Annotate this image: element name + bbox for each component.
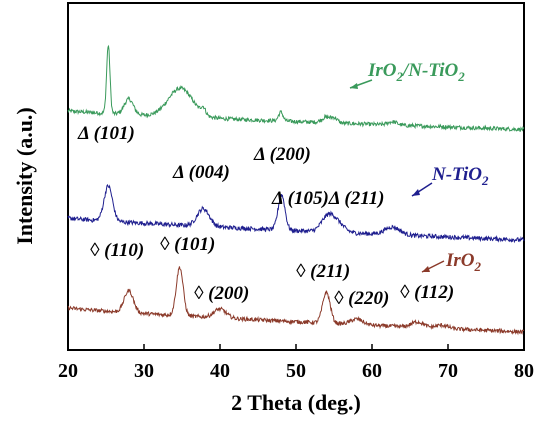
series-line-iro2-n-tio2 (67, 44, 525, 132)
label-iro2-sub: 2 (474, 259, 482, 274)
annotation-iro2-110: ◊ (110) (90, 240, 144, 261)
label-iro2-n-tio2-sub2: 2 (457, 69, 465, 84)
annotation-iro2-101: ◊ (101) (160, 234, 215, 255)
y-axis-title: Intensity (a.u.) (12, 107, 37, 245)
annotation-ntio2-105-211: Δ (105)Δ (211) (271, 188, 385, 209)
x-axis-title: 2 Theta (deg.) (231, 390, 361, 415)
arrowhead-iro2-n-tio2 (350, 83, 358, 89)
label-n-tio2-main: N-TiO (431, 164, 482, 185)
annotation-iro2-200: ◊ (200) (194, 283, 249, 304)
label-iro2-n-tio2-sub: 2 (396, 69, 404, 84)
arrowhead-iro2 (422, 266, 430, 272)
label-iro2: IrO2 (445, 250, 482, 274)
label-iro2-main: IrO (445, 250, 475, 271)
x-tick-label-30: 30 (134, 360, 154, 382)
label-iro2-n-tio2-main: IrO (367, 60, 397, 81)
x-tick-label-70: 70 (438, 360, 458, 382)
series-layer (67, 44, 525, 336)
label-n-tio2: N-TiO2 (431, 164, 489, 188)
x-tick-label-40: 40 (210, 360, 230, 382)
annotation-ntio2-101: Δ (101) (77, 123, 135, 144)
series-line-n-tio2 (67, 184, 525, 244)
annotation-iro2-112: ◊ (112) (400, 282, 454, 303)
label-n-tio2-sub: 2 (481, 173, 489, 188)
series-line-iro2 (67, 266, 525, 336)
x-tick-label-50: 50 (286, 360, 306, 382)
x-tick-label-60: 60 (362, 360, 382, 382)
x-ticks: 20 30 40 50 60 70 80 (58, 344, 534, 382)
x-tick-label-20: 20 (58, 360, 78, 382)
arrowhead-n-tio2 (412, 189, 420, 196)
label-iro2-n-tio2: IrO2/N-TiO2 (367, 60, 465, 84)
annotation-iro2-211: ◊ (211) (296, 261, 350, 282)
annotation-ntio2-004: Δ (004) (172, 162, 230, 183)
annotation-ntio2-200: Δ (200) (253, 144, 311, 165)
label-iro2-n-tio2-rest: /N-TiO (401, 60, 459, 81)
x-tick-label-80: 80 (514, 360, 534, 382)
annotation-iro2-220: ◊ (220) (334, 288, 389, 309)
